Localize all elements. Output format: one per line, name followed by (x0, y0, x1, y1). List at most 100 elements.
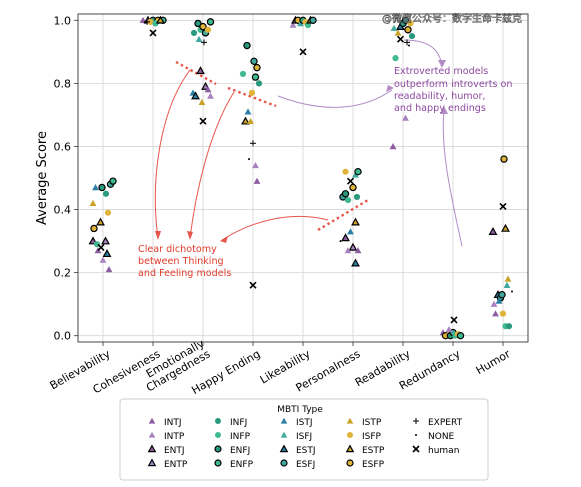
arrowhead-4 (438, 60, 446, 68)
point-isfp (248, 89, 256, 96)
point-human (499, 202, 507, 210)
point-entj (196, 66, 205, 75)
point-isfj (297, 20, 304, 27)
point-enfj (98, 183, 106, 192)
point-none (408, 44, 410, 47)
point-intp (344, 247, 352, 254)
point-human (97, 243, 105, 251)
point-expert (404, 39, 410, 46)
point-intp (207, 92, 214, 99)
point-infj (255, 80, 263, 87)
point-expert (201, 39, 207, 46)
arrowhead-5 (386, 85, 394, 92)
legend-marker-istj (280, 417, 288, 424)
legend-marker-enfj (214, 445, 222, 453)
point-isfp (204, 26, 212, 33)
point-estp (156, 15, 165, 24)
x-stroke-2 (249, 281, 257, 289)
point-istp (89, 199, 97, 206)
point-entj (341, 233, 350, 242)
legend-label-human: human (428, 446, 459, 456)
annotation-graphics (154, 39, 463, 247)
point-intp (99, 256, 107, 263)
legend-marker-isfj (280, 431, 288, 438)
point-intp (490, 300, 498, 307)
legend-label-intp: INTP (164, 432, 185, 442)
watermark: @微信公众号：数字生命卡兹克 (382, 12, 522, 25)
y-axis-label: Average Score (35, 131, 50, 225)
legend-frame (119, 398, 489, 481)
point-esfp (404, 26, 412, 34)
point-isfp (342, 168, 349, 175)
legend-label-istp: ISTP (362, 418, 382, 428)
legend-marker-infj (215, 418, 221, 424)
legend-marker-entj (147, 444, 157, 453)
legend-label-istj: ISTJ (296, 418, 313, 428)
point-istp (247, 117, 254, 124)
point-intj (389, 143, 397, 150)
point-human (299, 48, 307, 56)
point-infp (392, 55, 399, 62)
x-stroke-2 (499, 202, 507, 210)
legend-label-estj: ESTJ (296, 446, 316, 456)
legend-label-enfj: ENFJ (230, 446, 250, 456)
legend-marker-human (412, 445, 420, 453)
grid-lines (78, 14, 528, 342)
point-entp (348, 242, 358, 251)
legend-marker-estp (345, 444, 355, 453)
point-enfp (354, 167, 362, 176)
x-stroke-2 (149, 29, 157, 37)
point-human (199, 117, 207, 125)
y-tick-label: 0.8 (54, 77, 72, 90)
point-estj (351, 258, 360, 267)
extrovert-arrow-2 (277, 89, 393, 108)
legend-label-infp: INFP (230, 432, 251, 442)
point-infp (344, 196, 352, 204)
legend-label-entj: ENTJ (164, 446, 185, 456)
point-esfj (250, 57, 258, 66)
x-stroke-2 (396, 35, 405, 43)
y-tick-label: 0.2 (54, 267, 72, 280)
point-esfp (349, 183, 357, 192)
point-infj (102, 190, 110, 197)
arrowhead-3 (220, 236, 228, 243)
dichotomy-arrow-1 (154, 69, 191, 239)
point-estj (102, 249, 112, 258)
point-estp (96, 217, 105, 226)
x-stroke-2 (97, 243, 105, 251)
point-human (149, 29, 157, 37)
legend-label-entp: ENTP (164, 460, 188, 470)
legend-label-none: NONE (428, 432, 455, 442)
legend-marker-infp (215, 432, 221, 438)
point-enfp (109, 177, 117, 185)
point-intj (492, 310, 499, 317)
point-esfp (500, 155, 508, 163)
legend-label-esfj: ESFJ (296, 460, 315, 470)
legend-marker-none (415, 434, 417, 436)
point-intj (354, 247, 362, 254)
point-infp (239, 70, 247, 78)
legend-marker-expert (413, 418, 419, 424)
legend-title: MBTI Type (277, 405, 323, 415)
annotation-dichotomy: Clear dichotomy between Thinking and Fee… (138, 244, 231, 279)
point-entj (488, 226, 498, 235)
dichotomy-arrow-3 (221, 215, 329, 241)
point-human (396, 35, 405, 43)
point-isfj (352, 171, 359, 178)
legend-label-enfp: ENFP (230, 460, 254, 470)
legend-marker-istp (346, 417, 354, 424)
legend-marker-esfj (280, 459, 288, 467)
extrovert-arrow-3 (442, 109, 463, 247)
feeling-thinking-separator-3 (317, 198, 369, 232)
x-stroke-2 (299, 48, 307, 56)
y-tick-label: 0.4 (54, 204, 72, 217)
point-istp (394, 29, 402, 36)
point-esfj (309, 16, 317, 25)
point-intj (204, 86, 212, 93)
point-istp (504, 275, 512, 282)
point-intp (252, 161, 259, 169)
point-estj (191, 91, 200, 100)
point-isfj (195, 35, 203, 42)
legend-label-estp: ESTP (362, 446, 385, 456)
